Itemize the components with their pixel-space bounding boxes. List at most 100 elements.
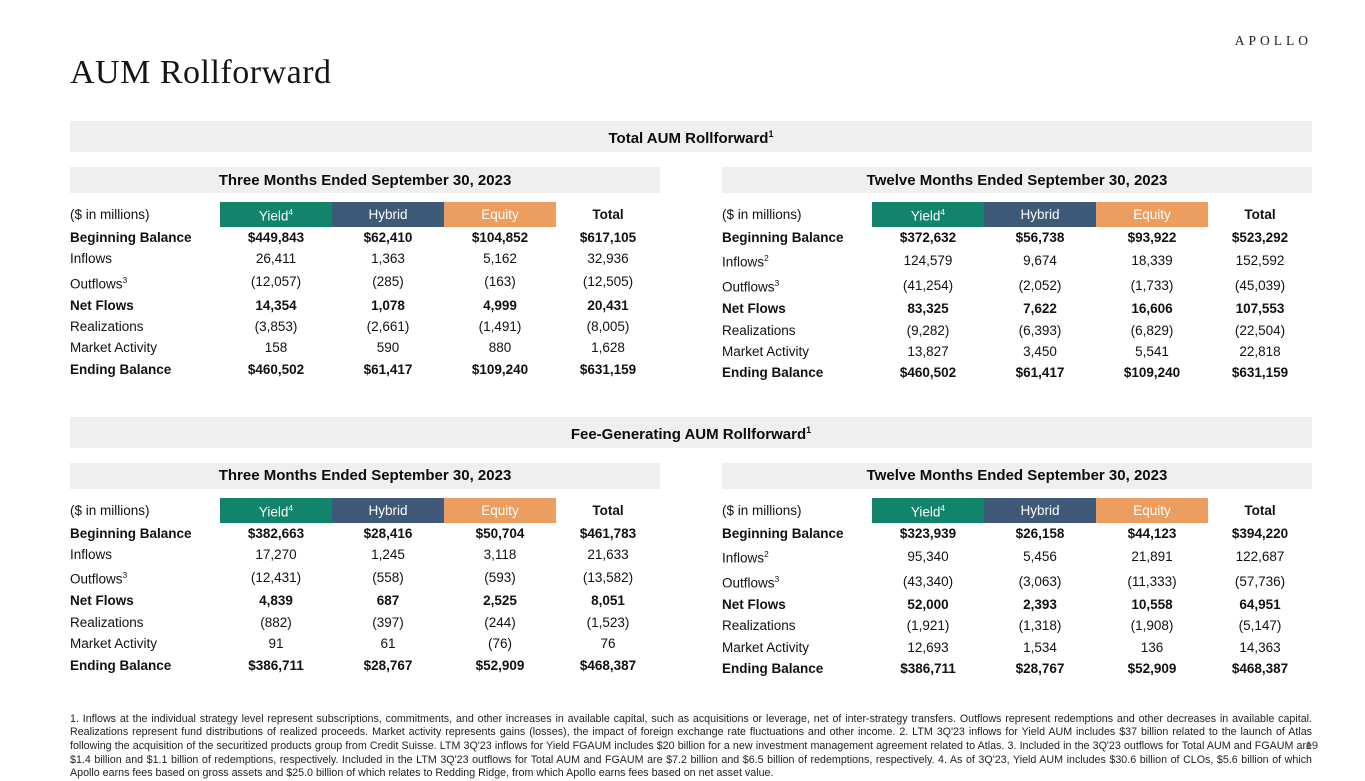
row-label: Net Flows: [722, 594, 872, 615]
cell-value: (43,340): [872, 569, 984, 594]
footnote-ref-superscript: 4: [288, 207, 293, 217]
table-row: Beginning Balance$323,939$26,158$44,123$…: [722, 523, 1312, 544]
cell-value: $62,410: [332, 227, 444, 248]
cell-value: 1,363: [332, 248, 444, 269]
unit-label: ($ in millions): [722, 202, 872, 227]
cell-value: 32,936: [556, 248, 660, 269]
column-header-label: Yield: [911, 504, 941, 519]
cell-value: (76): [444, 633, 556, 654]
column-header-label: Total: [1244, 503, 1275, 518]
row-label-text: Net Flows: [722, 597, 786, 612]
table-col-total-ltm: Twelve Months Ended September 30, 2023 (…: [722, 167, 1312, 384]
table-row: Realizations(882)(397)(244)(1,523): [70, 612, 660, 633]
page-number: 19: [1306, 740, 1318, 752]
row-label: Realizations: [70, 316, 220, 337]
section-banner-text: Total AUM Rollforward: [608, 130, 768, 147]
cell-value: 14,354: [220, 295, 332, 316]
column-header-label: Equity: [1133, 207, 1171, 222]
cell-value: $28,767: [332, 655, 444, 676]
apollo-logo: APOLLO: [1235, 33, 1312, 49]
cell-value: $460,502: [872, 362, 984, 383]
column-header-label: Hybrid: [368, 503, 407, 518]
row-label: Realizations: [722, 320, 872, 341]
row-label: Beginning Balance: [70, 523, 220, 544]
cell-value: $468,387: [1208, 658, 1312, 679]
cell-value: (22,504): [1208, 320, 1312, 341]
row-label-text: Net Flows: [722, 301, 786, 316]
table-header-row: ($ in millions)Yield4 Hybrid Equity Total: [722, 202, 1312, 227]
cell-value: $104,852: [444, 227, 556, 248]
table-col-fg-3m: Three Months Ended September 30, 2023 ($…: [70, 463, 660, 680]
column-header-yield: Yield4: [220, 498, 332, 523]
cell-value: $61,417: [332, 359, 444, 380]
cell-value: 21,891: [1096, 544, 1208, 569]
column-header-label: Yield: [259, 209, 289, 224]
cell-value: (285): [332, 270, 444, 295]
row-label: Beginning Balance: [722, 227, 872, 248]
table-row: Realizations(9,282)(6,393)(6,829)(22,504…: [722, 320, 1312, 341]
table-row: Outflows3(41,254)(2,052)(1,733)(45,039): [722, 273, 1312, 298]
column-header-label: Hybrid: [1020, 503, 1059, 518]
row-label: Ending Balance: [70, 359, 220, 380]
column-header-equity: Equity: [1096, 202, 1208, 227]
row-label: Market Activity: [722, 341, 872, 362]
row-label-text: Inflows: [722, 255, 764, 270]
footnote-ref-superscript: 2: [764, 253, 769, 263]
cell-value: 152,592: [1208, 248, 1312, 273]
row-label-text: Ending Balance: [70, 362, 171, 377]
table-row: Beginning Balance$372,632$56,738$93,922$…: [722, 227, 1312, 248]
row-label: Net Flows: [70, 295, 220, 316]
cell-value: $449,843: [220, 227, 332, 248]
column-header-label: Yield: [259, 504, 289, 519]
footnote-ref-superscript: 1: [806, 425, 811, 435]
cell-value: 1,628: [556, 337, 660, 358]
cell-value: $28,416: [332, 523, 444, 544]
cell-value: $44,123: [1096, 523, 1208, 544]
section-total-aum: Total AUM Rollforward1 Three Months Ende…: [70, 121, 1312, 384]
cell-value: (1,733): [1096, 273, 1208, 298]
aum-table-total-ltm: ($ in millions)Yield4 Hybrid Equity Total Be…: [722, 202, 1312, 384]
cell-value: 18,339: [1096, 248, 1208, 273]
table-row: Outflows3(12,057)(285)(163)(12,505): [70, 270, 660, 295]
cell-value: (2,661): [332, 316, 444, 337]
cell-value: $93,922: [1096, 227, 1208, 248]
cell-value: 2,393: [984, 594, 1096, 615]
cell-value: $28,767: [984, 658, 1096, 679]
row-label: Outflows3: [722, 273, 872, 298]
cell-value: $394,220: [1208, 523, 1312, 544]
cell-value: 17,270: [220, 544, 332, 565]
row-label-text: Realizations: [70, 615, 144, 630]
table-row: Ending Balance$460,502$61,417$109,240$63…: [70, 359, 660, 380]
cell-value: 5,541: [1096, 341, 1208, 362]
cell-value: (6,829): [1096, 320, 1208, 341]
column-header-yield: Yield4: [872, 202, 984, 227]
row-label: Outflows3: [70, 565, 220, 590]
cell-value: 5,456: [984, 544, 1096, 569]
cell-value: 124,579: [872, 248, 984, 273]
column-header-label: Hybrid: [1020, 207, 1059, 222]
column-header-label: Total: [592, 207, 623, 222]
cell-value: $52,909: [444, 655, 556, 676]
row-label: Market Activity: [70, 633, 220, 654]
cell-value: (11,333): [1096, 569, 1208, 594]
cell-value: $61,417: [984, 362, 1096, 383]
footnote-ref-superscript: 4: [940, 207, 945, 217]
cell-value: 10,558: [1096, 594, 1208, 615]
column-header-label: Total: [1244, 207, 1275, 222]
period-banner-fg-3m: Three Months Ended September 30, 2023: [70, 463, 660, 489]
column-header-equity: Equity: [444, 202, 556, 227]
cell-value: $109,240: [1096, 362, 1208, 383]
cell-value: 22,818: [1208, 341, 1312, 362]
row-label: Ending Balance: [722, 658, 872, 679]
row-label-text: Beginning Balance: [70, 230, 192, 245]
tables-row-total: Three Months Ended September 30, 2023 ($…: [70, 167, 1312, 384]
row-label: Beginning Balance: [722, 523, 872, 544]
